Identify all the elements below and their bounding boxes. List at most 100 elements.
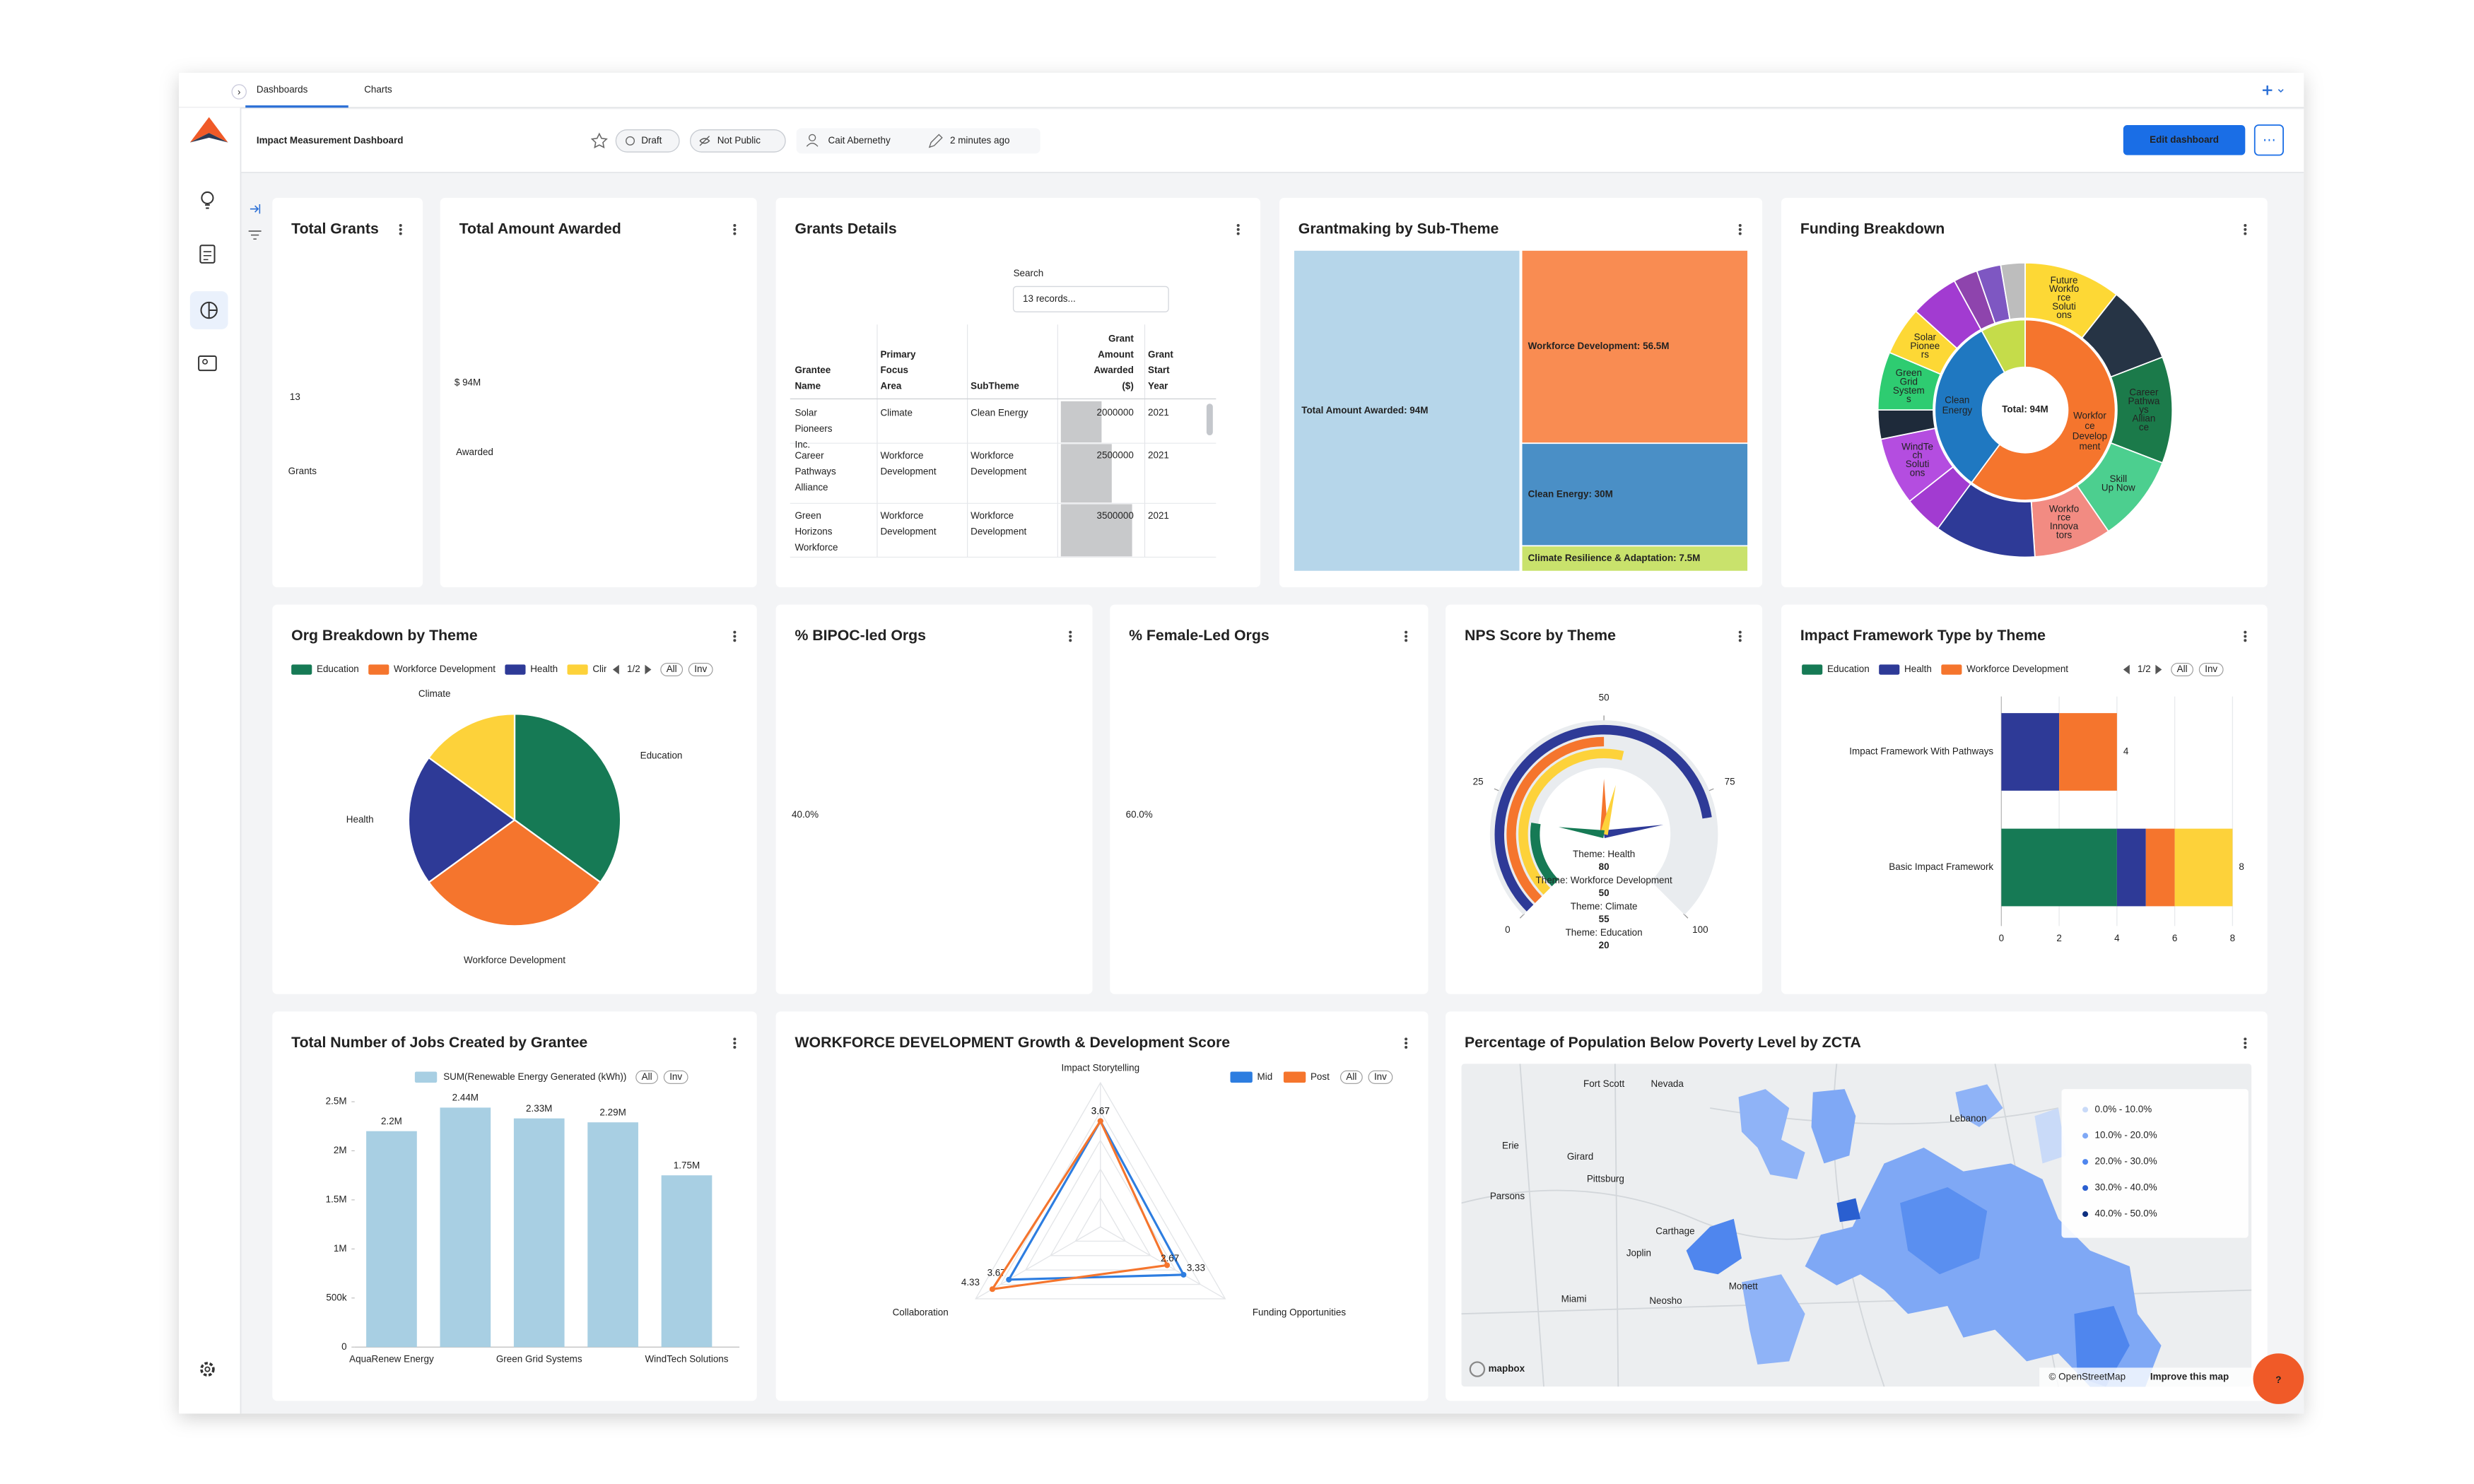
attribution[interactable]: © OpenStreetMap: [2049, 1371, 2126, 1382]
card-menu-dot[interactable]: [2244, 1045, 2247, 1049]
card-menu-dot[interactable]: [733, 639, 737, 642]
legend-button[interactable]: [660, 663, 684, 677]
legend-label[interactable]: Mid: [1257, 1071, 1273, 1082]
card-menu-dot[interactable]: [1405, 639, 1408, 642]
legend-prev[interactable]: [2123, 664, 2130, 675]
card-menu-dot[interactable]: [2244, 232, 2247, 235]
card-menu-dot[interactable]: [1738, 223, 1742, 227]
legend-label[interactable]: Workforce Development: [394, 664, 496, 674]
card-menu-dot[interactable]: [2244, 635, 2247, 638]
legend-label[interactable]: Climate: [592, 664, 625, 674]
column-header[interactable]: SubTheme: [971, 380, 1019, 391]
legend-button[interactable]: [663, 1070, 688, 1084]
card-menu-dot[interactable]: [733, 1037, 737, 1041]
card-menu-dot[interactable]: [2244, 1042, 2247, 1045]
visibility-badge[interactable]: [689, 129, 786, 153]
legend-label[interactable]: Workforce Development: [1966, 664, 2068, 674]
card-menu-dot[interactable]: [2244, 630, 2247, 634]
legend-label[interactable]: Education: [1827, 664, 1870, 674]
card-menu-dot[interactable]: [1236, 223, 1240, 227]
legend-next[interactable]: [645, 664, 652, 675]
tab-dashboards[interactable]: Dashboards: [257, 84, 308, 95]
legend-next[interactable]: [2155, 664, 2162, 675]
card-menu-dot[interactable]: [1405, 1037, 1408, 1041]
card-menu-dot[interactable]: [733, 232, 737, 235]
scrollbar[interactable]: [1206, 404, 1213, 435]
legend-label[interactable]: Post: [1311, 1071, 1330, 1082]
card-menu-dot[interactable]: [733, 1045, 737, 1049]
card-menu-dot[interactable]: [399, 223, 402, 227]
owner-icon: [808, 134, 816, 142]
card-menu-dot[interactable]: [1069, 630, 1072, 634]
bar-segment: [2174, 828, 2233, 907]
card-menu-dot[interactable]: [733, 630, 737, 634]
legend-button[interactable]: [2198, 663, 2224, 677]
card-menu-dot[interactable]: [1738, 232, 1742, 235]
card-menu-dot[interactable]: [1236, 228, 1240, 231]
favorite-star[interactable]: [590, 132, 608, 148]
card-menu-dot[interactable]: [733, 1042, 737, 1045]
legend-label[interactable]: Health: [530, 664, 558, 674]
legend-label[interactable]: Education: [317, 664, 359, 674]
legend-button[interactable]: [1339, 1070, 1363, 1084]
search-input[interactable]: [1012, 285, 1169, 312]
legend-button[interactable]: [635, 1070, 658, 1084]
sunburst-center-label: Total: 94M: [2002, 404, 2048, 415]
card-menu-dot[interactable]: [1405, 1042, 1408, 1045]
edit-dashboard-button[interactable]: [2123, 124, 2246, 155]
legend-button[interactable]: [2171, 663, 2193, 677]
legend-button[interactable]: [688, 663, 713, 677]
card-menu-dot[interactable]: [1405, 1045, 1408, 1049]
attribution-improve[interactable]: Improve this map: [2150, 1371, 2229, 1382]
card-menu-dot[interactable]: [1738, 228, 1742, 231]
card-menu-dot[interactable]: [2244, 1037, 2247, 1041]
filter-icon[interactable]: [248, 230, 262, 240]
insights-icon[interactable]: [201, 191, 214, 205]
collapse-button[interactable]: [231, 84, 247, 100]
card-menu-dot[interactable]: [1069, 639, 1072, 642]
card-menu-dot[interactable]: [1405, 635, 1408, 638]
legend-button-label: All: [1346, 1071, 1356, 1082]
card-menu-dot[interactable]: [399, 232, 402, 235]
card-menu-dot[interactable]: [733, 228, 737, 231]
region: [1805, 1148, 2162, 1387]
card-menu-dot[interactable]: [1236, 232, 1240, 235]
place-label: Monett: [1729, 1281, 1758, 1292]
card-menu-dot[interactable]: [399, 228, 402, 231]
tab-charts[interactable]: Charts: [364, 84, 392, 95]
card-menu-dot[interactable]: [1069, 635, 1072, 638]
column-header[interactable]: Grant Amount Awarded ($): [1094, 333, 1134, 391]
help-button[interactable]: [2253, 1353, 2304, 1404]
card-menu-dot[interactable]: [1738, 635, 1742, 638]
reports-icon[interactable]: [199, 245, 216, 264]
legend-label[interactable]: SUM(Renewable Energy Generated (kWh)): [443, 1071, 626, 1082]
add-tab[interactable]: [2262, 85, 2273, 95]
card-menu-dot[interactable]: [1738, 639, 1742, 642]
contacts-icon[interactable]: [198, 355, 217, 372]
card-menu-dot[interactable]: [2244, 228, 2247, 231]
legend-label[interactable]: Health: [1904, 664, 1932, 674]
card-menu-dot[interactable]: [1405, 630, 1408, 634]
gauge-series-value: 55: [1599, 914, 1610, 924]
legend-button[interactable]: [1368, 1070, 1393, 1084]
region: [1738, 1089, 1805, 1179]
expand-filters[interactable]: [250, 204, 261, 214]
column-header[interactable]: Grantee Name: [795, 365, 831, 391]
card-menu-dot[interactable]: [2244, 223, 2247, 227]
status-badge[interactable]: [615, 129, 680, 153]
card-menu-dot[interactable]: [733, 223, 737, 227]
legend-prev[interactable]: [612, 664, 619, 675]
column-header[interactable]: Grant Start Year: [1148, 348, 1173, 391]
sunburst-label: Skill Up Now: [2101, 473, 2135, 493]
card-menu-dot[interactable]: [2244, 639, 2247, 642]
table-cell: 2021: [1148, 450, 1169, 461]
y-tick-label: 2.5M: [326, 1096, 347, 1107]
gauge-tick-label: 100: [1692, 924, 1708, 935]
card-menu-dot[interactable]: [1738, 630, 1742, 634]
settings-icon[interactable]: [200, 1362, 215, 1377]
card-menu-dot[interactable]: [733, 635, 737, 638]
column-header[interactable]: Primary Focus Area: [880, 348, 916, 391]
table-cell: Career Pathways Alliance: [795, 450, 836, 493]
logo[interactable]: [189, 117, 228, 143]
